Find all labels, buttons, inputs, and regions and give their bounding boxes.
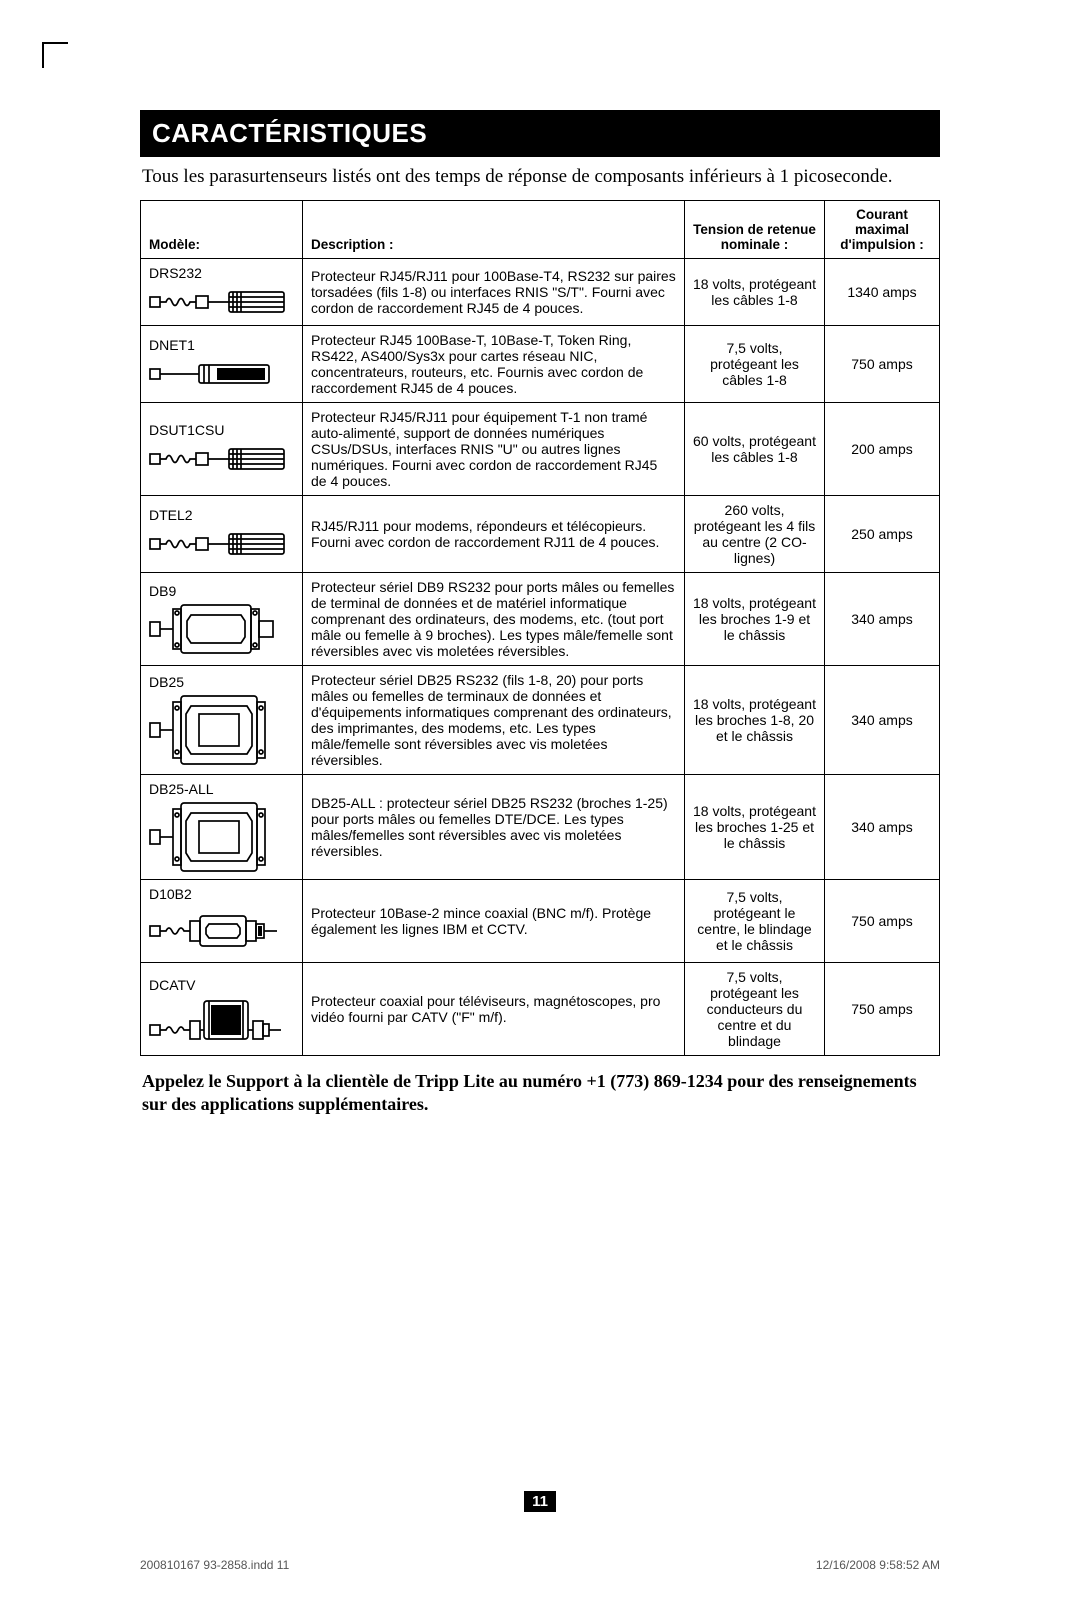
model-cell: D10B2 bbox=[141, 879, 303, 962]
footer-left: 200810167 93-2858.indd 11 bbox=[140, 1558, 289, 1572]
model-name: DB25 bbox=[149, 674, 294, 690]
th-voltage: Tension de retenue nominale : bbox=[685, 200, 825, 258]
model-name: DCATV bbox=[149, 977, 294, 993]
table-row: D10B2 Protecteur 10Base-2 mince coaxial (… bbox=[141, 879, 940, 962]
model-cell: DRS232 bbox=[141, 258, 303, 325]
description-cell: Protecteur sériel DB25 RS232 (fils 1-8, … bbox=[303, 665, 685, 774]
description-cell: RJ45/RJ11 pour modems, répondeurs et tél… bbox=[303, 495, 685, 572]
description-cell: Protecteur sériel DB9 RS232 pour ports m… bbox=[303, 572, 685, 665]
model-illustration bbox=[149, 603, 294, 655]
table-row: DB25 Protecteur sériel DB25 RS232 (fils 1… bbox=[141, 665, 940, 774]
model-cell: DB25 bbox=[141, 665, 303, 774]
description-cell: Protecteur coaxial pour téléviseurs, mag… bbox=[303, 962, 685, 1055]
voltage-cell: 7,5 volts, protégeant le centre, le blin… bbox=[685, 879, 825, 962]
description-cell: DB25-ALL : protecteur sériel DB25 RS232 … bbox=[303, 774, 685, 879]
description-cell: Protecteur RJ45/RJ11 pour 100Base-T4, RS… bbox=[303, 258, 685, 325]
model-illustration bbox=[149, 357, 294, 391]
model-illustration bbox=[149, 442, 294, 476]
voltage-cell: 18 volts, protégeant les broches 1-25 et… bbox=[685, 774, 825, 879]
model-cell: DB9 bbox=[141, 572, 303, 665]
voltage-cell: 18 volts, protégeant les broches 1-9 et … bbox=[685, 572, 825, 665]
page-number: 11 bbox=[0, 1491, 1080, 1512]
voltage-cell: 18 volts, protégeant les câbles 1-8 bbox=[685, 258, 825, 325]
section-title: CARACTÉRISTIQUES bbox=[140, 110, 940, 157]
model-cell: DTEL2 bbox=[141, 495, 303, 572]
model-cell: DCATV bbox=[141, 962, 303, 1055]
current-cell: 200 amps bbox=[825, 402, 940, 495]
model-illustration bbox=[149, 694, 294, 766]
model-illustration bbox=[149, 527, 294, 561]
current-cell: 340 amps bbox=[825, 665, 940, 774]
description-cell: Protecteur RJ45/RJ11 pour équipement T-1… bbox=[303, 402, 685, 495]
current-cell: 1340 amps bbox=[825, 258, 940, 325]
model-name: DRS232 bbox=[149, 265, 294, 281]
model-illustration bbox=[149, 285, 294, 319]
model-name: DNET1 bbox=[149, 337, 294, 353]
table-row: DSUT1CSU Protecteur RJ45/RJ11 pour équipe… bbox=[141, 402, 940, 495]
model-cell: DB25-ALL bbox=[141, 774, 303, 879]
table-row: DRS232 Protecteur RJ45/RJ11 pour 100Base-… bbox=[141, 258, 940, 325]
model-illustration bbox=[149, 906, 294, 956]
current-cell: 750 amps bbox=[825, 962, 940, 1055]
voltage-cell: 7,5 volts, protégeant les conducteurs du… bbox=[685, 962, 825, 1055]
current-cell: 340 amps bbox=[825, 572, 940, 665]
description-cell: Protecteur 10Base-2 mince coaxial (BNC m… bbox=[303, 879, 685, 962]
table-row: DTEL2 RJ45/RJ11 pour modems, répondeurs e… bbox=[141, 495, 940, 572]
model-name: D10B2 bbox=[149, 886, 294, 902]
current-cell: 250 amps bbox=[825, 495, 940, 572]
support-text: Appelez le Support à la clientèle de Tri… bbox=[142, 1070, 938, 1117]
model-name: DB25-ALL bbox=[149, 781, 294, 797]
voltage-cell: 260 volts, protégeant les 4 fils au cent… bbox=[685, 495, 825, 572]
crop-mark-tl bbox=[42, 42, 68, 68]
table-row: DCATV Protecteur coaxial pour téléviseurs… bbox=[141, 962, 940, 1055]
model-cell: DNET1 bbox=[141, 325, 303, 402]
spec-table: Modèle: Description : Tension de retenue… bbox=[140, 200, 940, 1056]
model-cell: DSUT1CSU bbox=[141, 402, 303, 495]
model-illustration bbox=[149, 997, 294, 1041]
table-row: DB25-ALL DB25-ALL : protecteur sériel DB2… bbox=[141, 774, 940, 879]
th-desc: Description : bbox=[303, 200, 685, 258]
voltage-cell: 7,5 volts, protégeant les câbles 1-8 bbox=[685, 325, 825, 402]
th-model: Modèle: bbox=[141, 200, 303, 258]
current-cell: 340 amps bbox=[825, 774, 940, 879]
table-row: DB9 Protecteur sériel DB9 RS232 pour port… bbox=[141, 572, 940, 665]
intro-text: Tous les parasurtenseurs listés ont des … bbox=[142, 165, 938, 190]
model-name: DSUT1CSU bbox=[149, 422, 294, 438]
footer-right: 12/16/2008 9:58:52 AM bbox=[816, 1558, 940, 1572]
current-cell: 750 amps bbox=[825, 879, 940, 962]
description-cell: Protecteur RJ45 100Base-T, 10Base-T, Tok… bbox=[303, 325, 685, 402]
model-illustration bbox=[149, 801, 294, 873]
voltage-cell: 60 volts, protégeant les câbles 1-8 bbox=[685, 402, 825, 495]
model-name: DTEL2 bbox=[149, 507, 294, 523]
current-cell: 750 amps bbox=[825, 325, 940, 402]
th-current: Courant maximal d'impulsion : bbox=[825, 200, 940, 258]
model-name: DB9 bbox=[149, 583, 294, 599]
table-row: DNET1 Protecteur RJ45 100Base-T, 10Base-T… bbox=[141, 325, 940, 402]
voltage-cell: 18 volts, protégeant les broches 1-8, 20… bbox=[685, 665, 825, 774]
